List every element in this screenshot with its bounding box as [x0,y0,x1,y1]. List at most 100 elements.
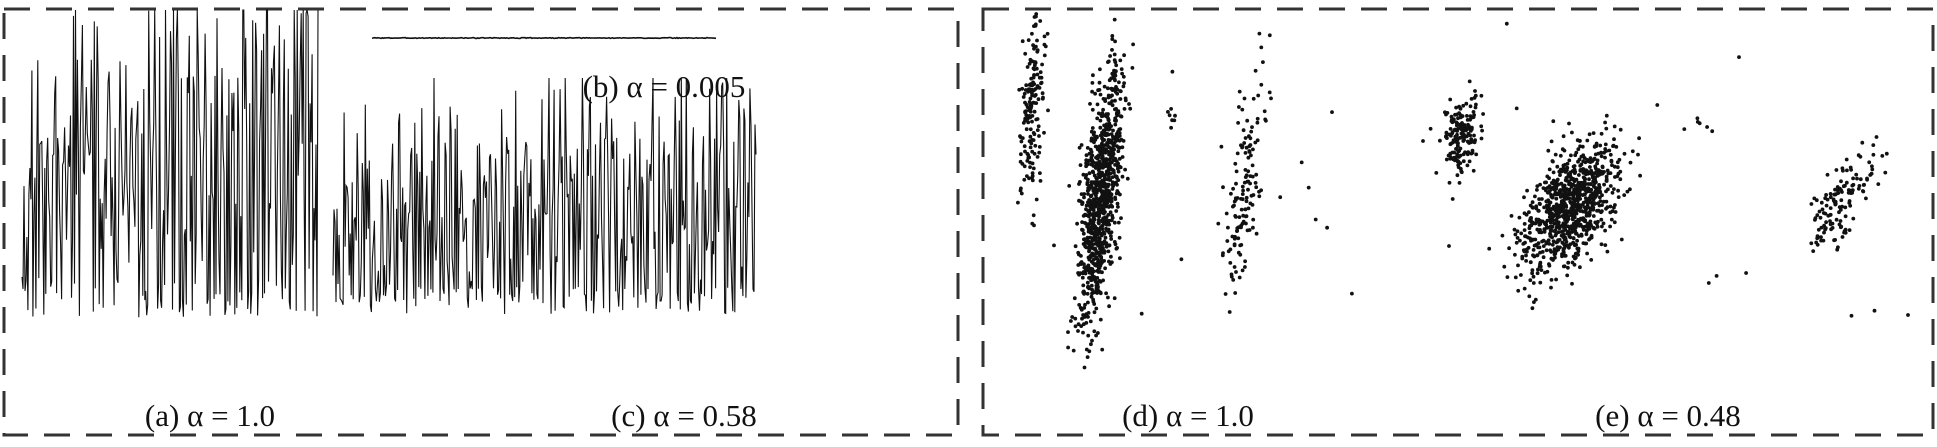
scatter-point [1856,186,1861,191]
scatter-point [1536,267,1540,272]
scatter-point [1571,240,1575,245]
scatter-point [1088,218,1093,222]
scatter-point [1541,255,1546,260]
frame-left [2,7,960,437]
scatter-point [1263,117,1268,122]
scatter-point [1082,195,1086,200]
scatter-point [1105,182,1109,187]
plot-a-line [21,9,319,318]
scatter-point [1566,260,1571,265]
scatter-point [1110,187,1115,191]
scatter-point [1592,180,1597,185]
scatter-point [1819,225,1824,230]
scatter-point [1828,206,1833,211]
scatter-point [1530,200,1535,205]
scatter-point [1081,283,1086,288]
scatter-point [1111,158,1116,162]
scatter-point [1828,195,1833,200]
scatter-point [1110,204,1115,209]
scatter-point [1045,31,1050,36]
scatter-point [1042,34,1047,39]
scatter-point [1553,228,1558,233]
scatter-point [1568,242,1573,247]
scatter-point [1456,159,1461,164]
scatter-point [1032,109,1037,114]
scatter-point [1078,163,1083,168]
scatter-point [1237,89,1242,94]
scatter-point [1562,168,1567,173]
scatter-point [1598,195,1602,200]
scatter-point [1254,185,1259,190]
scatter-point [1016,200,1020,205]
scatter-point [1589,187,1594,192]
scatter-point [1602,150,1606,155]
scatter-point [1565,273,1570,278]
scatter-point [1608,204,1613,209]
scatter-point [1043,44,1048,49]
scatter-point [1170,69,1175,74]
scatter-point [1088,225,1093,230]
scatter-point [1092,191,1096,195]
scatter-point [1093,204,1097,209]
scatter-point [1257,31,1262,36]
scatter-point [1028,57,1033,62]
scatter-point [1106,213,1111,217]
scatter-point [1110,37,1115,41]
scatter-point [1255,138,1260,143]
scatter-point [1240,197,1245,202]
frame-right [981,7,1935,437]
scatter-point [1118,192,1122,197]
scatter-point [1102,249,1107,254]
scatter-point [1549,224,1554,229]
scatter-point [1096,168,1101,173]
scatter-point [1469,97,1474,101]
scatter-point [1084,245,1089,250]
scatter-point [1022,91,1027,96]
scatter-point [1849,188,1853,193]
scatter-point [1595,224,1600,229]
scatter-point [1522,228,1527,233]
caption-c: (c) α = 0.58 [611,398,757,433]
scatter-point [1577,173,1581,177]
scatter-point [1097,238,1102,243]
scatter-point [1573,197,1578,202]
scatter-point [1594,193,1599,197]
scatter-point [1454,120,1459,125]
scatter-point [1600,209,1604,214]
scatter-point [1582,184,1587,188]
scatter-point [1083,175,1088,180]
scatter-point [1069,319,1073,323]
scatter-point [1090,107,1095,112]
scatter-point [1604,199,1609,204]
scatter-point [1121,139,1126,143]
scatter-point [1600,165,1605,170]
scatter-point [1906,313,1910,317]
scatter-point [1088,199,1093,203]
scatter-point [1505,275,1510,279]
scatter-point [1537,222,1542,227]
scatter-point [1528,230,1532,235]
scatter-point [1031,100,1036,105]
scatter-point [1525,188,1529,193]
scatter-point [1241,219,1246,224]
scatter-point [1024,127,1029,132]
scatter-point [1549,228,1554,233]
scatter-point [1468,104,1473,109]
scatter-point [1604,113,1609,118]
scatter-point [1578,265,1582,270]
scatter-point [1544,209,1549,214]
scatter-point [1824,203,1829,208]
scatter-point [1089,229,1094,233]
scatter-point [1036,124,1041,129]
scatter-point [1585,138,1590,143]
scatter-point [1107,175,1111,179]
scatter-point [1858,154,1863,159]
scatter-point [1514,106,1519,111]
scatter-point [1098,92,1103,97]
scatter-point [1468,117,1472,122]
scatter-point [1450,120,1455,125]
scatter-point [1239,207,1244,212]
scatter-point [1098,226,1103,231]
scatter-point [1556,230,1561,235]
scatter-point [1220,253,1225,258]
